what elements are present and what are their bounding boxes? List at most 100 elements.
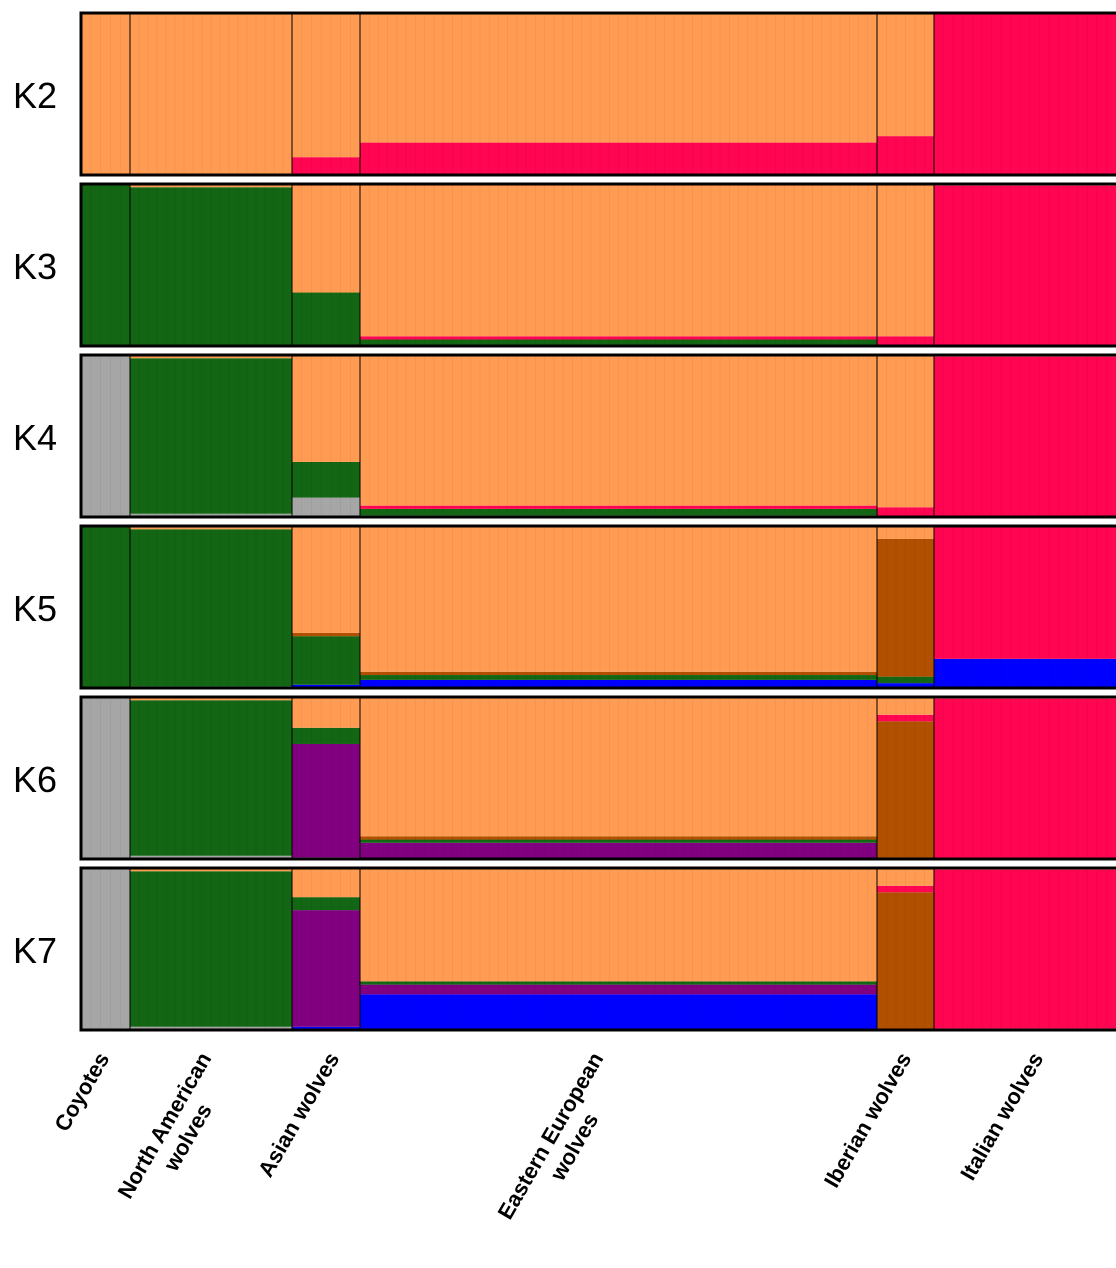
bar-segment (877, 184, 934, 337)
bar-segment (877, 683, 934, 688)
bar-segment (360, 184, 877, 337)
bar-segment (877, 526, 934, 539)
bar-segment (360, 697, 877, 837)
bar-segment (292, 157, 360, 175)
k-label: K7 (13, 930, 57, 971)
bar-segment (81, 184, 130, 346)
bar-segment (934, 869, 1116, 1029)
bar-segment (360, 671, 877, 676)
bar-segment (292, 897, 360, 911)
population-label: Eastern Europeanwolves (493, 1048, 631, 1237)
population-label: Asian wolves (253, 1048, 344, 1181)
bar-segment (934, 698, 1116, 859)
bar-segment (877, 336, 934, 346)
bar-segment (360, 505, 877, 509)
bar-segment (130, 868, 292, 872)
bar-segment (877, 714, 934, 722)
bar-segment (130, 1026, 292, 1030)
bar-segment (292, 526, 360, 633)
bar-segment (934, 356, 1116, 517)
bar-segment (81, 355, 130, 517)
bar-segment (360, 868, 877, 982)
panel-frame (79, 11, 1116, 177)
bar-segment (360, 675, 877, 680)
bar-segment (360, 981, 877, 985)
bar-segment (130, 355, 292, 359)
bar-segment (130, 187, 292, 346)
bar-segment (877, 697, 934, 715)
k-label: K5 (13, 588, 57, 629)
bar-segment (292, 743, 360, 858)
k-label: K4 (13, 417, 57, 458)
panel-frame (79, 182, 1116, 348)
bar-segment (360, 984, 877, 995)
bar-segment (360, 679, 877, 688)
population-label: Iberian wolves (819, 1048, 916, 1192)
population-label: Italian wolves (955, 1048, 1048, 1184)
bar-segment (877, 507, 934, 517)
panel-frame (79, 353, 1116, 519)
bar-segment (130, 871, 292, 1027)
bar-segment (292, 727, 360, 744)
bar-segment (934, 658, 1116, 688)
bar-segment (360, 339, 877, 346)
bar-segment (81, 868, 130, 1030)
k-label: K6 (13, 759, 57, 800)
bar-segment (877, 868, 934, 886)
bar-segment (877, 136, 934, 175)
bar-segment (130, 184, 292, 188)
bar-segment (130, 529, 292, 687)
bar-segment (292, 184, 360, 293)
bar-segment (81, 526, 130, 688)
population-label: North Americanwolves (113, 1048, 239, 1216)
k-label: K3 (13, 246, 57, 287)
bar-segment (292, 632, 360, 637)
bar-segment (877, 676, 934, 684)
bar-segment (360, 526, 877, 672)
bar-segment (360, 836, 877, 840)
panel-k3 (79, 182, 1116, 348)
panel-frame (79, 695, 1116, 861)
bar-segment (877, 885, 934, 893)
bar-segment (360, 842, 877, 859)
bar-segment (292, 636, 360, 685)
bar-segment (877, 721, 934, 859)
bar-segment (130, 526, 292, 530)
bar-segment (877, 538, 934, 677)
bar-segment (292, 1026, 360, 1030)
bar-segment (130, 855, 292, 859)
bar-segment (130, 13, 292, 175)
bar-segment (360, 142, 877, 175)
bar-segment (360, 355, 877, 506)
bar-segment (81, 13, 130, 175)
bar-segment (877, 892, 934, 1030)
population-label: Coyotes (49, 1048, 114, 1136)
bar-segment (130, 700, 292, 856)
bar-segment (360, 13, 877, 143)
panel-k7 (79, 866, 1116, 1032)
bar-segment (292, 868, 360, 898)
bar-segment (292, 910, 360, 1027)
bar-segment (934, 526, 1116, 659)
bar-segment (292, 461, 360, 498)
bar-segment (81, 697, 130, 859)
panel-frame (79, 866, 1116, 1032)
bar-segment (130, 513, 292, 517)
bar-segment (292, 292, 360, 346)
bar-segment (292, 697, 360, 728)
bar-segment (877, 13, 934, 137)
bar-segment (292, 355, 360, 462)
bar-segment (360, 994, 877, 1030)
panel-k6 (79, 695, 1116, 861)
bar-segment (292, 684, 360, 688)
panel-k4 (79, 353, 1116, 519)
bar-segment (130, 697, 292, 701)
bar-segment (130, 358, 292, 514)
bar-segment (934, 13, 1116, 175)
bar-segment (877, 355, 934, 508)
bar-segment (360, 336, 877, 340)
bar-segment (292, 13, 360, 158)
panel-k2 (79, 11, 1116, 177)
bar-segment (360, 839, 877, 843)
